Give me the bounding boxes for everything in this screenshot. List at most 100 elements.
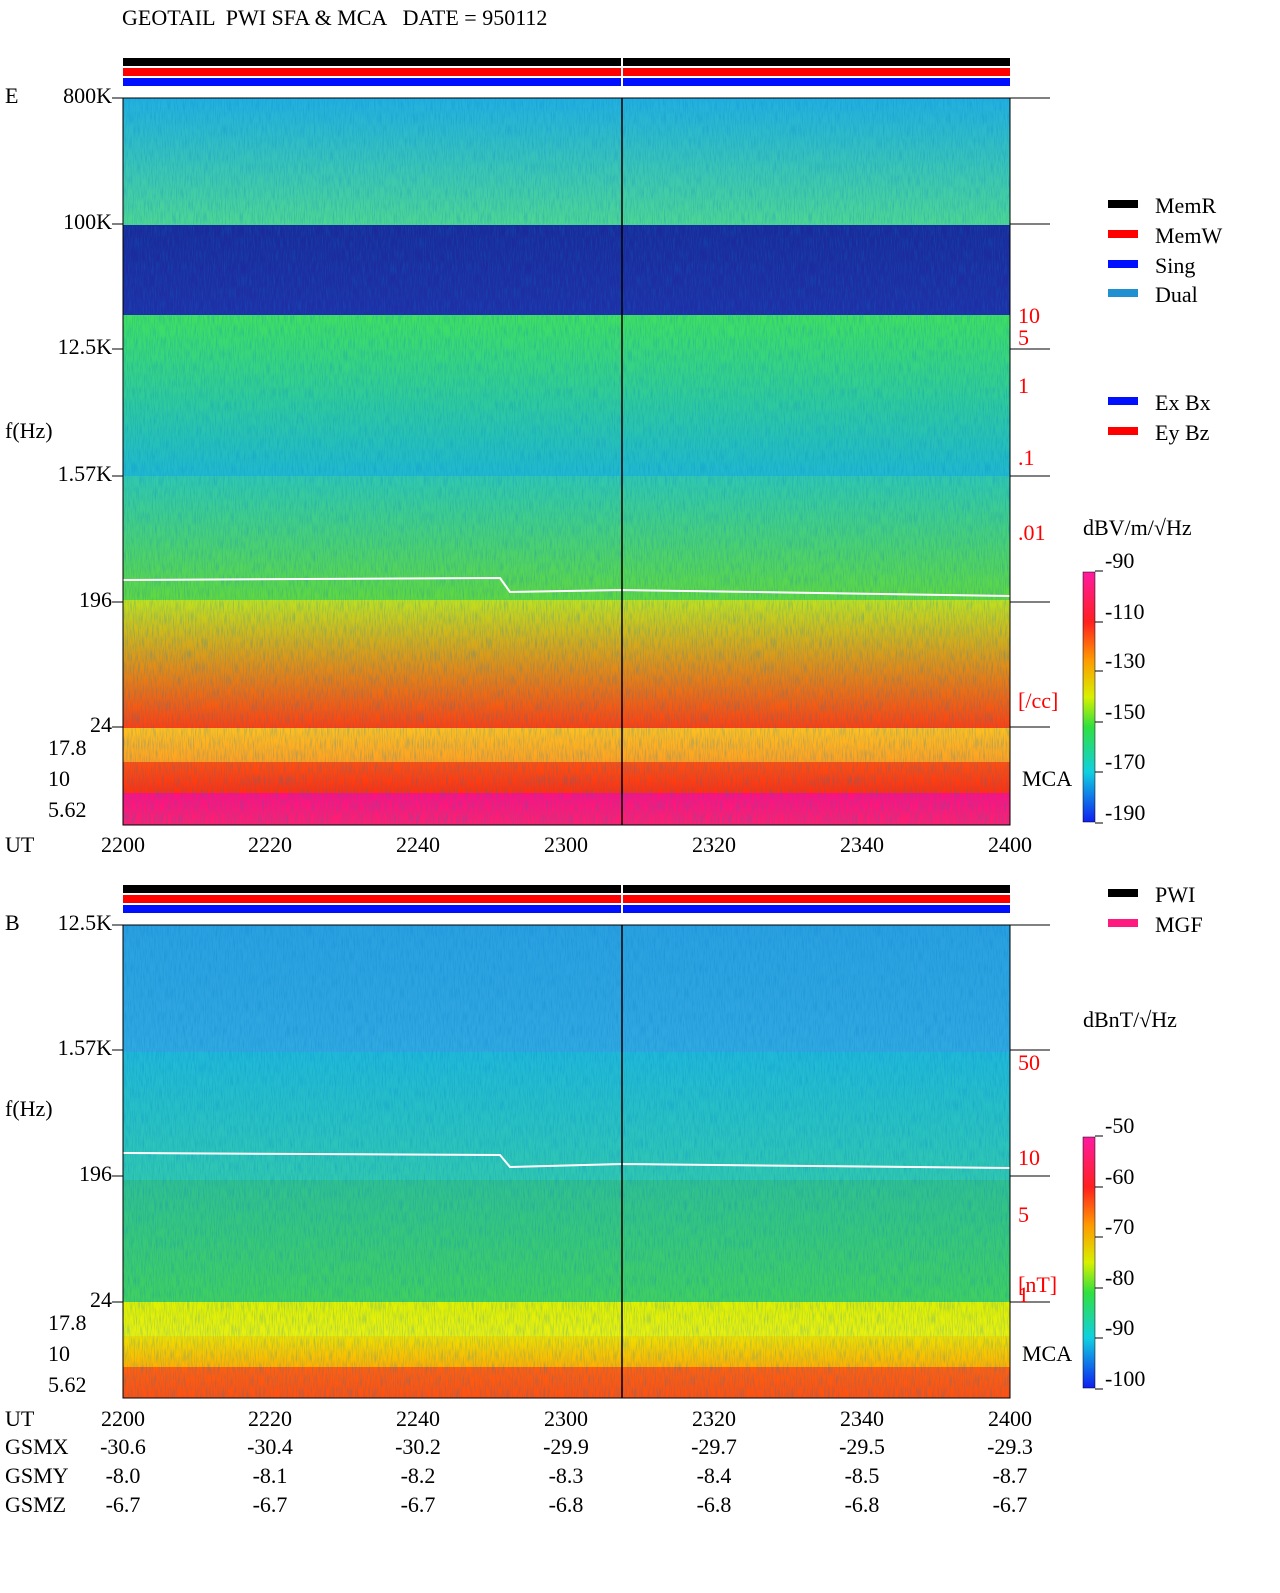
colorbar-label: -80: [1105, 1265, 1134, 1290]
orbit-value: -29.5: [839, 1434, 885, 1459]
colorbar-label: -90: [1105, 1315, 1134, 1340]
mca-label: 5.62: [48, 797, 87, 822]
time-label: 2340: [840, 832, 884, 857]
density-label: 5: [1018, 1202, 1029, 1227]
orbit-value: -8.1: [253, 1463, 288, 1488]
colorbar-label: -90: [1105, 548, 1134, 573]
density-label: 10: [1018, 1145, 1040, 1170]
status-bar: [123, 895, 1010, 903]
legend-label: Ex Bx: [1155, 390, 1211, 415]
time-label: 2300: [544, 832, 588, 857]
freq-label: 24: [90, 1287, 112, 1312]
legend-label: MemR: [1155, 193, 1216, 218]
time-label: 2400: [988, 1406, 1032, 1431]
spectrogram-texture: [123, 98, 1010, 825]
legend-swatch: [1108, 397, 1138, 405]
panel-label: B: [5, 910, 20, 935]
time-label: 2240: [396, 1406, 440, 1431]
freq-label: 196: [79, 1161, 112, 1186]
legend-label: Dual: [1155, 282, 1198, 307]
colorbar-unit: dBnT/√Hz: [1083, 1007, 1177, 1032]
time-label: 2200: [101, 832, 145, 857]
legend-label: MemW: [1155, 223, 1222, 248]
legend-swatch: [1108, 889, 1138, 897]
freq-label: 12.5K: [58, 910, 113, 935]
time-axis-label: UT: [5, 832, 35, 857]
orbit-value: -8.2: [401, 1463, 436, 1488]
time-label: 2220: [248, 1406, 292, 1431]
legend-swatch: [1108, 919, 1138, 927]
status-gap: [621, 58, 623, 88]
orbit-value: -29.7: [691, 1434, 737, 1459]
density-label: 1: [1018, 373, 1029, 398]
time-label: 2200: [101, 1406, 145, 1431]
status-bar: [123, 885, 1010, 893]
title: GEOTAIL PWI SFA & MCA DATE = 950112: [122, 5, 547, 30]
mca-label: 17.8: [48, 1310, 87, 1335]
colorbar-label: -130: [1105, 648, 1145, 673]
orbit-name: GSMY: [5, 1463, 69, 1488]
orbit-value: -6.7: [106, 1492, 141, 1517]
legend-label: Sing: [1155, 253, 1195, 278]
mca-text: MCA: [1022, 766, 1072, 791]
time-label: 2300: [544, 1406, 588, 1431]
colorbar-label: -150: [1105, 699, 1145, 724]
legend-swatch: [1108, 200, 1138, 208]
orbit-value: -30.4: [247, 1434, 293, 1459]
orbit-value: -6.7: [993, 1492, 1028, 1517]
time-label: 2320: [692, 1406, 736, 1431]
axis-label: f(Hz): [5, 1096, 53, 1121]
colorbar-label: -50: [1105, 1113, 1134, 1138]
orbit-value: -8.5: [845, 1463, 880, 1488]
time-label: 2340: [840, 1406, 884, 1431]
status-bar: [123, 58, 1010, 66]
legend-swatch: [1108, 427, 1138, 435]
spectrogram-texture: [123, 925, 1010, 1398]
density-label: 1: [1018, 1282, 1029, 1307]
freq-label: 196: [79, 587, 112, 612]
orbit-value: -30.6: [100, 1434, 146, 1459]
orbit-name: GSMZ: [5, 1492, 66, 1517]
orbit-value: -8.0: [106, 1463, 141, 1488]
time-label: 2400: [988, 832, 1032, 857]
legend-swatch: [1108, 289, 1138, 297]
colorbar-label: -70: [1105, 1214, 1134, 1239]
frame: [122, 97, 1011, 826]
mca-label: 5.62: [48, 1372, 87, 1397]
orbit-value: -29.9: [543, 1434, 589, 1459]
colorbar: [1082, 1136, 1096, 1389]
orbit-value: -8.7: [993, 1463, 1028, 1488]
colorbar: [1082, 571, 1096, 823]
colorbar-label: -170: [1105, 749, 1145, 774]
orbit-value: -30.2: [395, 1434, 441, 1459]
mca-label: 10: [48, 766, 70, 791]
axis-label: f(Hz): [5, 418, 53, 443]
legend-swatch: [1108, 230, 1138, 238]
orbit-value: -6.7: [401, 1492, 436, 1517]
orbit-value: -29.3: [987, 1434, 1033, 1459]
colorbar-label: -110: [1105, 599, 1145, 624]
time-axis-label: UT: [5, 1406, 35, 1431]
orbit-value: -6.8: [697, 1492, 732, 1517]
legend-label: PWI: [1155, 882, 1195, 907]
status-bar: [123, 78, 1010, 86]
freq-label: 12.5K: [58, 334, 113, 359]
plasma-line: [122, 1152, 1011, 1169]
panel-label: E: [5, 83, 18, 108]
status-bar: [123, 905, 1010, 913]
colorbar-label: -60: [1105, 1164, 1134, 1189]
colorbar-label: -100: [1105, 1366, 1145, 1391]
orbit-name: GSMX: [5, 1434, 69, 1459]
freq-label: 100K: [63, 209, 112, 234]
density-label: .01: [1018, 520, 1046, 545]
legend-label: Ey Bz: [1155, 420, 1210, 445]
freq-label: 24: [90, 712, 112, 737]
mca-label: 10: [48, 1341, 70, 1366]
orbit-value: -6.8: [549, 1492, 584, 1517]
density-label: 50: [1018, 1050, 1040, 1075]
orbit-value: -6.7: [253, 1492, 288, 1517]
mca-label: 17.8: [48, 735, 87, 760]
legend-label: MGF: [1155, 912, 1203, 937]
freq-label: 1.57K: [58, 461, 113, 486]
status-bar: [123, 68, 1010, 76]
